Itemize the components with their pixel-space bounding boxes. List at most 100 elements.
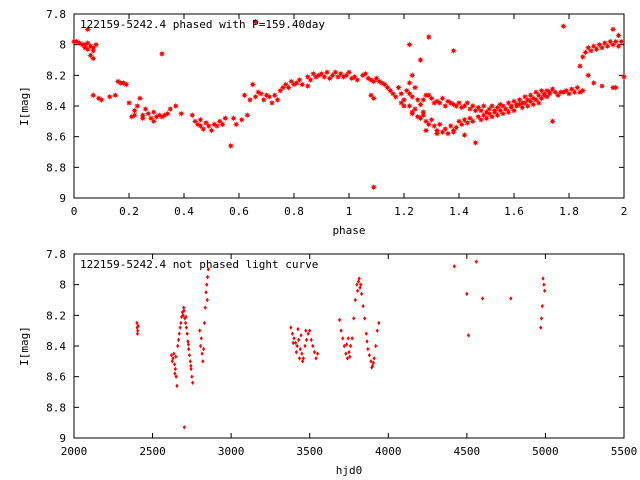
phased-data-point [442,102,449,110]
unphased-data-point [301,359,305,364]
phased-data-point [398,99,405,107]
unphased-data-point [190,374,194,379]
unphased-data-point [345,356,350,361]
unphased-data-point [359,291,364,297]
phased-data-point [510,107,518,114]
unphased-data-point [205,274,210,280]
unphased-data-point [296,326,300,332]
unphased-data-point [201,359,205,364]
phased-data-point [464,99,471,107]
phased-chart-title: 122159-5242.4 phased with P=159.40day [80,18,325,31]
phased-data-point [323,69,331,76]
unphased-data-points [135,259,547,430]
unphased-data-point [290,331,295,336]
unphased-data-point [205,297,209,303]
unphased-data-point [135,331,140,336]
phased-data-point [590,79,597,87]
phased-data-point [604,43,611,50]
unphased-data-point [293,340,298,346]
phased-data-point [582,49,589,56]
unphased-data-point [292,336,296,341]
phased-data-point [609,26,617,33]
phased-data-point [425,33,432,41]
unphased-data-point [377,320,381,326]
phased-data-point [618,38,625,45]
phased-data-point [178,110,185,117]
phased-data-point [505,108,512,116]
unphased-data-point [299,333,303,338]
phased-data-point [612,38,619,45]
phased-data-point [197,116,204,123]
phased-data-point [241,92,248,99]
unphased-data-point [198,328,202,333]
unphased-data-point [203,305,207,310]
phased-data-point [549,118,556,125]
phased-data-point [480,102,487,110]
unphased-data-point [205,282,209,287]
phased-data-point [494,112,501,119]
phased-data-point [125,99,133,107]
unphased-chart: 2000 2500 3000 3500 4000 4500 5000 5500 7.8 8 8.2 8… [18,248,637,477]
phased-data-point [246,96,254,104]
phased-data-point [469,102,476,110]
phased-data-point [444,130,452,137]
unphased-data-point [344,351,348,356]
phased-data-point [205,122,212,130]
phased-data-point [409,93,416,100]
phased-data-point [112,92,119,99]
unphased-data-point [202,346,206,352]
phased-data-point [579,53,586,61]
phased-y-tick-label: 9 [59,192,66,205]
unphased-data-point [172,362,177,367]
phased-data-point [483,115,490,122]
phased-data-point [392,93,399,100]
phased-data-point [431,122,438,130]
unphased-data-point [466,333,471,338]
unphased-data-point [297,337,301,343]
unphased-data-point [364,331,368,336]
unphased-data-point [172,351,176,356]
phased-data-point [417,56,424,64]
unphased-chart-title: 122159-5242.4 not phased light curve [80,258,318,271]
phased-data-point [417,101,424,108]
unphased-x-tick-label: 4500 [454,445,481,458]
unphased-data-point [304,337,309,343]
phased-data-point [90,92,97,99]
phased-y-axis-label: I[mag] [18,86,31,126]
phased-data-point [92,41,100,48]
phased-data-point [299,81,306,88]
phased-data-point [411,105,419,113]
phased-x-tick-label: 2 [621,205,628,218]
phased-data-point [233,121,240,128]
unphased-y-tick-label: 7.8 [46,248,66,261]
phased-data-point [131,112,138,119]
phased-data-point [488,102,496,110]
unphased-data-point [176,343,180,349]
phased-data-point [167,105,174,113]
unphased-data-point [179,320,183,326]
unphased-data-point [369,359,373,364]
unphased-data-point [509,296,513,301]
unphased-data-point [311,343,315,349]
unphased-data-point [304,328,308,333]
phased-data-point [615,32,622,39]
unphased-data-point [178,325,182,330]
unphased-data-point [206,267,210,272]
unphased-data-point [176,337,181,343]
phased-data-point [84,26,91,33]
phased-data-point [488,113,496,120]
unphased-data-point [298,346,302,352]
phased-data-point [574,84,581,91]
unphased-y-tick-label: 9 [59,432,66,445]
unphased-data-point [480,296,485,301]
phased-data-point [260,96,267,104]
phased-data-point [131,107,138,114]
phased-data-point [134,102,141,110]
unphased-data-point [370,365,374,370]
phased-data-point [266,93,273,100]
unphased-data-point [174,374,178,379]
phased-data-point [450,47,457,54]
unphased-data-point [361,303,365,309]
unphased-data-point [198,343,203,349]
